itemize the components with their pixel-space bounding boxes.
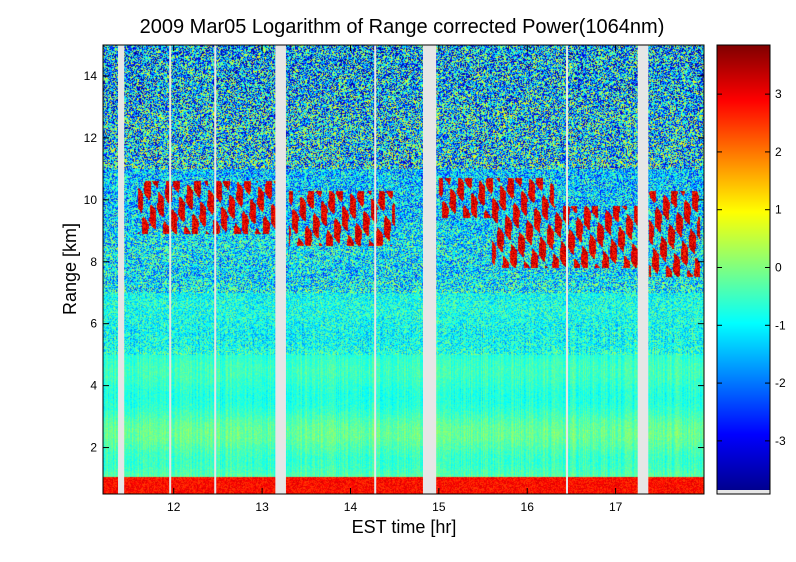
y-tick-label: 12 bbox=[84, 131, 98, 145]
colorbar: -3 -2 -1 0 1 2 3 bbox=[716, 44, 786, 495]
colorbar-tick-label: 2 bbox=[775, 145, 782, 159]
plot-area: 12 13 14 15 16 17 2 4 6 8 10 12 14 bbox=[84, 44, 705, 514]
y-tick-label: 8 bbox=[90, 255, 97, 269]
colorbar-gradient bbox=[717, 45, 770, 490]
x-tick-label: 13 bbox=[255, 500, 269, 514]
colorbar-tick-label: 0 bbox=[775, 261, 782, 275]
colorbar-tick-label: -2 bbox=[775, 376, 786, 390]
y-axis-label: Range [km] bbox=[60, 223, 80, 315]
x-tick-label: 14 bbox=[344, 500, 358, 514]
data-gap bbox=[275, 45, 286, 494]
y-tick-label: 10 bbox=[84, 193, 98, 207]
y-tick-label: 4 bbox=[90, 379, 97, 393]
x-axis-label: EST time [hr] bbox=[352, 517, 457, 537]
colorbar-tick-label: 1 bbox=[775, 203, 782, 217]
colorbar-tick-label: -3 bbox=[775, 434, 786, 448]
thin-data-gap bbox=[214, 45, 217, 494]
heatmap-image bbox=[103, 45, 704, 494]
thin-data-gap bbox=[566, 45, 569, 494]
plot-frame bbox=[102, 44, 705, 495]
y-tick-label: 6 bbox=[90, 317, 97, 331]
x-tick-label: 16 bbox=[521, 500, 535, 514]
x-tick-label: 17 bbox=[609, 500, 623, 514]
data-gap bbox=[422, 45, 437, 494]
y-tick-label: 14 bbox=[84, 69, 98, 83]
colorbar-tick-label: -1 bbox=[775, 318, 786, 332]
data-gap bbox=[118, 45, 125, 494]
x-tick-label: 12 bbox=[167, 500, 181, 514]
thin-data-gap bbox=[374, 45, 377, 494]
data-gaps bbox=[118, 45, 649, 494]
x-axis: 12 13 14 15 16 17 bbox=[167, 45, 623, 514]
colorbar-ticks: -3 -2 -1 0 1 2 3 bbox=[717, 87, 786, 448]
y-axis: 2 4 6 8 10 12 14 bbox=[84, 69, 704, 455]
colorbar-frame bbox=[716, 44, 771, 495]
y-tick-label: 2 bbox=[90, 441, 97, 455]
chart-title: 2009 Mar05 Logarithm of Range corrected … bbox=[140, 16, 665, 38]
colorbar-tick-label: 3 bbox=[775, 87, 782, 101]
colorbar-bottom-gap bbox=[717, 490, 770, 494]
x-tick-label: 15 bbox=[432, 500, 446, 514]
thin-data-gap bbox=[169, 45, 172, 494]
data-gap bbox=[637, 45, 649, 494]
